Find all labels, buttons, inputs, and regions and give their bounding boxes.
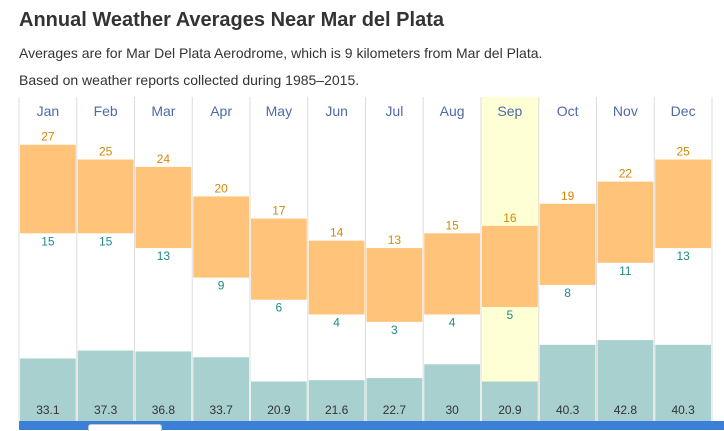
- month-label: Mar: [151, 103, 175, 119]
- low-temp-label: 8: [564, 286, 571, 300]
- temperature-bar: [193, 196, 249, 278]
- low-temp-label: 13: [157, 249, 171, 263]
- low-temp-label: 3: [391, 323, 398, 337]
- month-label: Aug: [440, 103, 465, 119]
- precipitation-label: 21.6: [325, 403, 349, 417]
- month-label: Dec: [671, 103, 696, 119]
- precipitation-bar: [424, 364, 480, 421]
- month-label: Jul: [385, 103, 403, 119]
- precipitation-bar: [20, 358, 76, 421]
- month-label: Jan: [37, 103, 60, 119]
- precipitation-label: 20.9: [498, 403, 522, 417]
- temperature-bar: [539, 203, 596, 285]
- precipitation-label: 40.3: [671, 403, 695, 417]
- precipitation-label: 33.1: [36, 403, 60, 417]
- precipitation-label: 22.7: [383, 403, 407, 417]
- month-label: Oct: [557, 103, 579, 119]
- page-title: Annual Weather Averages Near Mar del Pla…: [19, 9, 444, 31]
- month-label: Apr: [210, 103, 232, 119]
- precipitation-bar: [482, 381, 538, 421]
- precipitation-bar: [655, 344, 711, 421]
- precipitation-bar: [193, 357, 249, 421]
- temperature-bar: [482, 225, 538, 308]
- high-temp-label: 20: [214, 181, 228, 195]
- temperature-bar: [424, 233, 480, 315]
- precipitation-bar: [366, 378, 423, 421]
- low-temp-label: 4: [449, 315, 456, 329]
- low-temp-label: 4: [333, 315, 340, 329]
- temperature-bar: [20, 144, 76, 234]
- precipitation-label: 33.7: [209, 403, 233, 417]
- temperature-bar: [597, 181, 654, 263]
- data-period-note: Based on weather reports collected durin…: [19, 72, 360, 88]
- low-temp-label: 9: [218, 279, 225, 293]
- temperature-bar: [135, 166, 192, 249]
- high-temp-label: 19: [561, 189, 575, 203]
- month-label: Sep: [497, 103, 522, 119]
- precipitation-bar: [251, 381, 307, 421]
- high-temp-label: 14: [330, 226, 344, 240]
- temperature-bar: [366, 248, 423, 322]
- month-label: Jun: [325, 103, 348, 119]
- high-temp-label: 25: [676, 145, 690, 159]
- high-temp-label: 25: [99, 145, 113, 159]
- precipitation-label: 40.3: [556, 403, 580, 417]
- temperature-bar: [251, 218, 307, 300]
- precipitation-bar: [135, 351, 192, 421]
- high-temp-label: 13: [388, 233, 402, 247]
- toolbar-tab-handle[interactable]: [88, 424, 162, 431]
- low-temp-label: 11: [619, 264, 632, 278]
- month-label: Feb: [94, 103, 118, 119]
- bottom-toolbar: [19, 421, 724, 430]
- precipitation-bar: [308, 380, 365, 421]
- precipitation-bar: [77, 350, 134, 421]
- weather-chart: Jan 27 15 33.1 Feb 25 15 37.3 Mar 24 13 36.8 Apr 20 9 3…: [18, 97, 713, 421]
- high-temp-label: 22: [619, 167, 633, 181]
- high-temp-label: 16: [503, 211, 517, 225]
- precipitation-label: 42.8: [614, 403, 638, 417]
- high-temp-label: 24: [157, 152, 171, 166]
- precipitation-label: 30: [445, 403, 459, 417]
- temperature-bar: [308, 240, 365, 315]
- month-label: May: [266, 103, 292, 119]
- low-temp-label: 15: [99, 234, 113, 248]
- precipitation-bar: [597, 340, 654, 421]
- month-label: Nov: [613, 103, 638, 119]
- low-temp-label: 13: [676, 249, 690, 263]
- temperature-bar: [77, 159, 134, 234]
- temperature-bar: [655, 159, 711, 249]
- low-temp-label: 5: [507, 308, 514, 322]
- precipitation-bar: [539, 344, 596, 421]
- high-temp-label: 17: [272, 204, 286, 218]
- precipitation-label: 36.8: [152, 403, 176, 417]
- precipitation-label: 20.9: [267, 403, 291, 417]
- low-temp-label: 6: [276, 301, 283, 315]
- low-temp-label: 15: [41, 234, 55, 248]
- precipitation-label: 37.3: [94, 403, 118, 417]
- high-temp-label: 15: [445, 218, 459, 232]
- station-subtitle: Averages are for Mar Del Plata Aerodrome…: [19, 45, 543, 61]
- high-temp-label: 27: [41, 130, 55, 144]
